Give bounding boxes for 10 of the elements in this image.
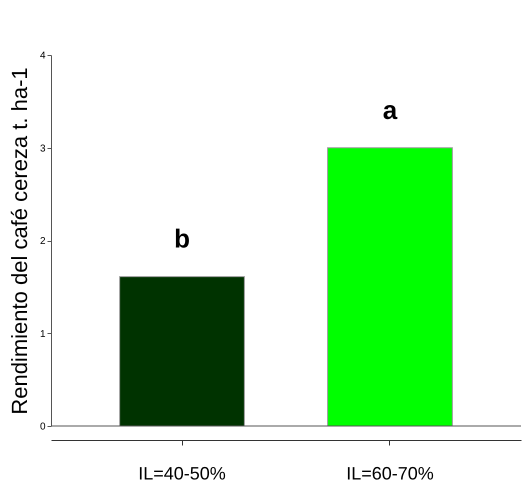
- annotation: a: [382, 94, 398, 125]
- annotation: b: [174, 224, 190, 254]
- y-tick-label: 3: [40, 143, 46, 154]
- y-tick-label: 0: [40, 422, 46, 432]
- y-tick-label: 4: [40, 50, 46, 62]
- x-tick-label: IL=60-70%: [346, 464, 434, 484]
- y-tick-label: 1: [40, 328, 46, 340]
- y-tick-label: 2: [40, 236, 46, 247]
- x-tick-label: IL=40-50%: [138, 464, 226, 484]
- y-axis-title: Rendimiento del café cereza t. ha-1: [6, 67, 32, 415]
